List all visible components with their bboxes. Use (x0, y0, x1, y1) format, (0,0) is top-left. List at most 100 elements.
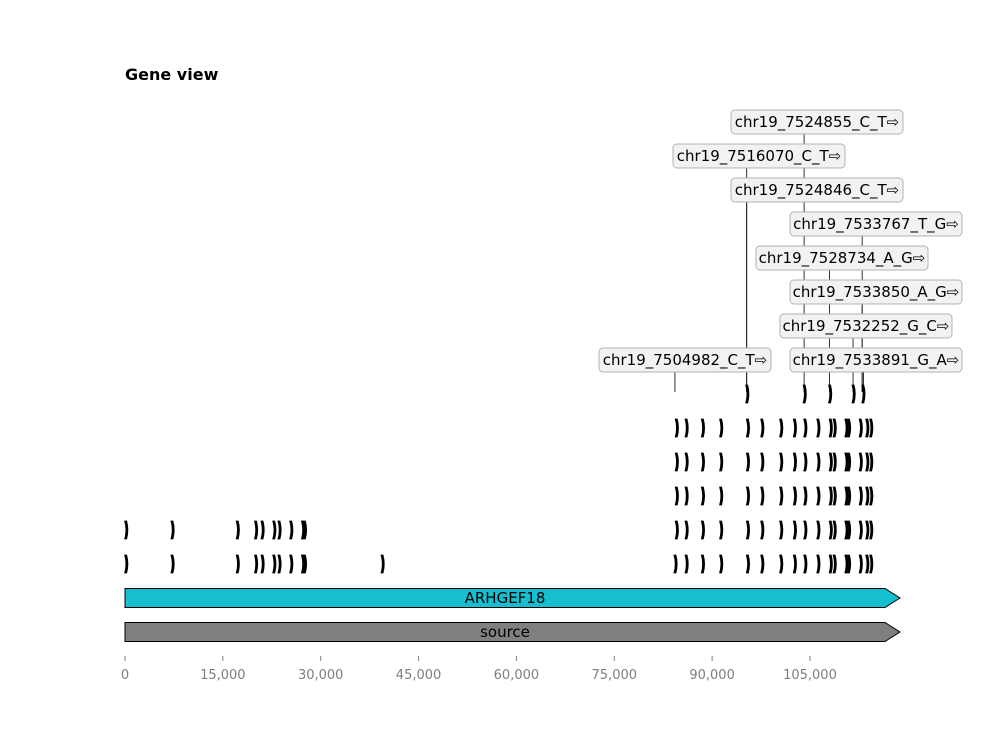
exon-mark (865, 486, 870, 506)
exon-mark (832, 520, 837, 540)
exon-mark (745, 418, 751, 438)
exon-mark (277, 554, 282, 574)
exon-mark (846, 486, 852, 506)
variant-label: chr19_7533767_T_G⇨ (789, 211, 963, 237)
exon-tracks (124, 384, 874, 574)
variant-label-box (789, 211, 963, 237)
exon-mark (828, 554, 833, 574)
exon-mark (700, 554, 705, 574)
exon-mark (844, 418, 849, 438)
exon-mark (816, 486, 821, 506)
exon-mark (792, 486, 797, 506)
exon-mark (844, 486, 849, 506)
variant-label-text: chr19_7528734_A_G⇨ (759, 249, 926, 268)
x-tick-label: 45,000 (396, 668, 442, 683)
variant-label: chr19_7532252_G_C⇨ (779, 313, 953, 339)
exon-mark (832, 554, 837, 574)
exon-mark (858, 486, 863, 506)
exon-row (124, 554, 874, 574)
exon-mark (745, 554, 751, 574)
exon-mark (684, 554, 689, 574)
exon-mark (272, 554, 277, 574)
exon-mark (832, 418, 837, 438)
exon-mark (832, 486, 837, 506)
exon-mark (684, 418, 689, 438)
variant-label-text: chr19_7533850_A_G⇨ (793, 283, 960, 302)
exon-mark (124, 520, 129, 540)
exon-mark (719, 418, 724, 438)
exon-mark (828, 418, 833, 438)
exon-mark (846, 452, 852, 472)
exon-mark (745, 486, 751, 506)
exon-mark (803, 452, 808, 472)
exon-mark (700, 520, 705, 540)
exon-mark (673, 554, 678, 574)
exon-mark (792, 452, 797, 472)
exon-mark (302, 520, 308, 540)
variant-label-box (598, 347, 772, 373)
exon-mark (760, 554, 765, 574)
exon-mark (719, 486, 724, 506)
exon-mark (828, 486, 833, 506)
exon-mark (844, 520, 849, 540)
exon-mark (816, 418, 821, 438)
exon-row (674, 486, 874, 506)
exon-mark (719, 452, 724, 472)
exon-mark (851, 384, 856, 404)
variant-label: chr19_7533850_A_G⇨ (789, 279, 963, 305)
variant-label-box (779, 313, 953, 339)
exon-mark (803, 554, 808, 574)
variant-label: chr19_7516070_C_T⇨ (672, 143, 846, 169)
exon-mark (289, 520, 294, 540)
exon-mark (828, 520, 833, 540)
feature-arrows: ARHGEF18 source (124, 588, 901, 642)
variant-label-text: chr19_7524846_C_T⇨ (735, 181, 900, 200)
exon-mark (700, 486, 705, 506)
exon-mark (260, 520, 265, 540)
exon-mark (846, 418, 852, 438)
exon-mark (869, 554, 874, 574)
exon-mark (170, 520, 175, 540)
exon-mark (828, 452, 833, 472)
exon-mark (760, 520, 765, 540)
exon-mark (289, 554, 294, 574)
exon-mark (700, 452, 705, 472)
exon-mark (858, 554, 863, 574)
x-axis: 0 15,000 30,000 45,000 60,000 75,000 90,000 105… (121, 656, 837, 683)
exon-mark (858, 418, 863, 438)
chart-title: Gene view (125, 65, 219, 84)
exon-mark (816, 554, 821, 574)
x-tick-label: 60,000 (494, 668, 540, 683)
variant-label-box (730, 109, 904, 135)
exon-mark (865, 452, 870, 472)
exon-mark (700, 418, 705, 438)
exon-mark (861, 384, 866, 404)
exon-mark (869, 486, 874, 506)
exon-mark (719, 554, 724, 574)
x-tick-label: 0 (121, 668, 129, 683)
variant-label-text: chr19_7516070_C_T⇨ (677, 147, 842, 166)
feature-source: source (124, 622, 901, 642)
exon-mark (684, 486, 689, 506)
exon-mark (803, 418, 808, 438)
variant-label-box (789, 347, 963, 373)
variant-label-text: chr19_7524855_C_T⇨ (735, 113, 900, 132)
feature-arrow (124, 622, 901, 642)
exon-mark (865, 520, 870, 540)
feature-gene: ARHGEF18 (124, 588, 901, 608)
variant-label: chr19_7533891_G_A⇨ (789, 347, 963, 373)
exon-mark (253, 520, 259, 540)
exon-mark (792, 418, 797, 438)
exon-mark (745, 520, 751, 540)
variant-label-text: chr19_7532252_G_C⇨ (783, 317, 950, 336)
exon-mark (832, 452, 837, 472)
exon-mark (745, 452, 751, 472)
variant-label: chr19_7524855_C_T⇨ (730, 109, 904, 135)
exon-mark (792, 554, 797, 574)
exon-mark (760, 452, 765, 472)
exon-mark (674, 520, 679, 540)
exon-mark (674, 452, 679, 472)
exon-mark (170, 554, 175, 574)
exon-mark (869, 418, 874, 438)
